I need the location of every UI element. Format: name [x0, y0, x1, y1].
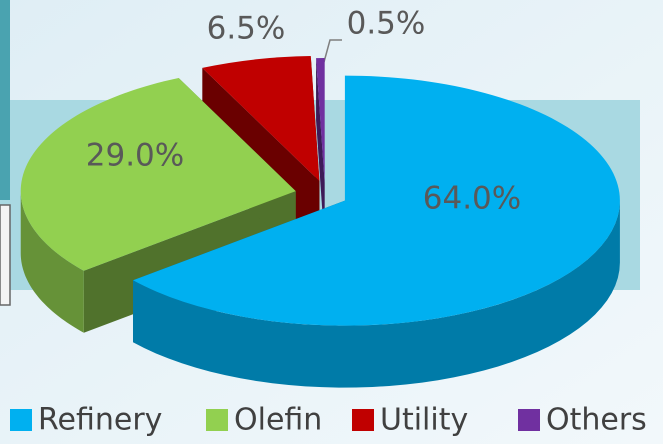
slice-side: [316, 58, 325, 246]
slice-wall: [20, 191, 84, 333]
labels: 64.0% 29.0% 6.5% 0.5%: [86, 6, 521, 217]
slice: [202, 56, 320, 181]
slice: [20, 77, 296, 271]
pie: [20, 56, 620, 388]
data-label: 29.0%: [86, 138, 184, 174]
legend-label: Others: [546, 403, 647, 438]
slice: [316, 58, 325, 184]
legend-label: Refinery: [38, 403, 162, 438]
data-label: 6.5%: [207, 11, 286, 47]
data-label: 0.5%: [347, 6, 426, 42]
data-label: 64.0%: [423, 181, 521, 217]
legend-label: Utility: [380, 403, 468, 438]
slice-wall: [133, 200, 620, 388]
legend-swatch: [518, 409, 540, 431]
legend-swatch: [206, 409, 228, 431]
slice: [133, 75, 620, 326]
legend: Refinery Olefin Utility Others: [10, 403, 647, 438]
side-panel: [0, 0, 10, 200]
legend-swatch: [352, 409, 374, 431]
legend-label: Olefin: [234, 403, 322, 438]
legend-swatch: [10, 409, 32, 431]
leader-line: [323, 39, 342, 63]
side-box: [0, 204, 11, 306]
